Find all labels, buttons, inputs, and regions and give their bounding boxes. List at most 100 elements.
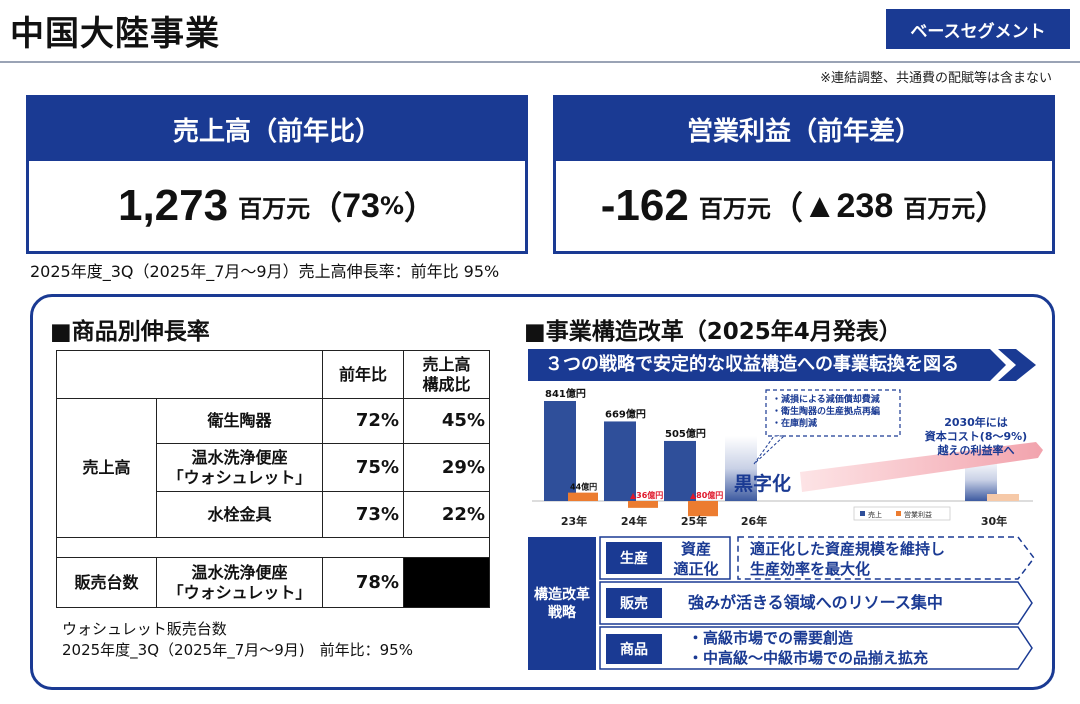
sales-bar-label: 669億円 (605, 407, 646, 420)
page-title: 中国大陸事業 (10, 14, 220, 54)
table-row: 販売台数 温水洗浄便座 「ウォシュレット」 78% (56, 557, 490, 608)
profit-bar (628, 501, 658, 508)
legend-sales-swatch (860, 511, 865, 516)
col-header-composition-line2: 構成比 (422, 374, 471, 394)
profit-bar-30-projection (987, 494, 1019, 501)
sales-kpi-heading: 売上高（前年比） (29, 98, 525, 161)
sales-paren-open: （ (310, 189, 343, 227)
banner-chevron-icon (998, 349, 1036, 381)
sales-kpi-card: 売上高（前年比） 1,273 百万元 （ 73 % ） (26, 95, 528, 254)
production-text-line2: 生産効率を最大化 (750, 560, 871, 578)
profit-bar-label: ▲36億円 (630, 490, 663, 500)
row-group-units: 販売台数 (56, 557, 157, 608)
growth-section-title: ■商品別伸長率 (50, 319, 210, 345)
sales-strategy-arrow (599, 581, 1033, 625)
product-yoy: 72% (322, 398, 404, 444)
profit-kpi-card: 営業利益（前年差） -162 百万元 （ ▲238 百万元 ） (553, 95, 1055, 254)
target-text: 2030年には (944, 415, 1008, 429)
table-header-row: 前年比 売上高 構成比 (56, 350, 490, 399)
table-spacer-row (56, 537, 490, 558)
banner-arrow-shape (528, 349, 1006, 381)
growth-table: 前年比 売上高 構成比 売上高 衛生陶器 72% 45% 温水洗浄便座 「ウォシ… (56, 350, 490, 608)
product-yoy: 73% (322, 491, 404, 538)
callout-line: ・衛生陶器の生産拠点再編 (772, 405, 880, 417)
product-name: 温水洗浄便座 「ウォシュレット」 (156, 443, 323, 492)
callout-line: ・在庫削減 (772, 417, 817, 429)
lower-panel (30, 294, 1055, 690)
x-tick-label: 30年 (981, 514, 1007, 528)
sales-bar (544, 401, 576, 501)
strategy-banner-text: ３つの戦略で安定的な収益構造への事業転換を図る (545, 354, 959, 375)
legend-profit-swatch (896, 511, 901, 516)
reform-section-title: ■事業構造改革（2025年4月発表） (524, 319, 902, 345)
product-name: 衛生陶器 (156, 398, 323, 444)
x-tick-label: 25年 (681, 514, 707, 528)
table-row: 温水洗浄便座 「ウォシュレット」 75% 29% (57, 443, 490, 492)
strategy-label-line2: 戦略 (548, 604, 576, 621)
product-name-line1: 温水洗浄便座 (191, 447, 288, 467)
sales-kpi-body: 1,273 百万元 （ 73 % ） (29, 161, 525, 251)
chart-legend (853, 506, 951, 521)
target-text: 越えの利益率へ (937, 443, 1015, 457)
sales-value: 1,273 (117, 181, 229, 230)
product-name-line2: 「ウォシュレット」 (167, 582, 312, 602)
sales-yoy-sign: % (379, 192, 404, 220)
sales-strategy-text: 強みが活きる領域へのリソース集中 (688, 593, 943, 612)
sales-growth-note: 2025年度_3Q（2025年_7月～9月）売上高伸長率：前年比 95% (30, 262, 500, 281)
kuroji-label: 黒字化 (734, 472, 791, 495)
callout-pointer (753, 435, 786, 465)
profit-bar (568, 492, 598, 501)
table-header-blank (56, 350, 323, 399)
table-row: 売上高 衛生陶器 72% 45% (56, 398, 490, 538)
col-header-composition: 売上高 構成比 (403, 350, 490, 399)
units-yoy: 78% (322, 557, 404, 608)
sales-yoy-value: 73 (342, 186, 380, 225)
strategy-label: 構造改革 戦略 (528, 537, 596, 670)
col-header-composition-line1: 売上高 (422, 354, 471, 374)
scope-note: ※連結調整、共通費の配賦等は含まない (820, 71, 1052, 86)
profit-diff-value: ▲238 (802, 186, 894, 225)
strategy-tag-production: 生産 (606, 542, 662, 574)
legend-profit-label: 営業利益 (904, 510, 932, 519)
bar-26-projection (725, 436, 757, 501)
production-text: 適正化した資産規模を維持し 生産効率を最大化 (750, 539, 945, 579)
product-strategy-arrow (599, 626, 1033, 670)
product-name-line2: 「ウォシュレット」 (167, 467, 312, 487)
strategy-banner (528, 349, 1036, 381)
profit-diff-unit: 百万元 (903, 194, 976, 223)
strategy-tag-sales: 販売 (606, 588, 662, 618)
growth-trend-arrow (800, 442, 1043, 492)
x-tick-label: 24年 (621, 514, 647, 528)
profit-value: -162 (600, 181, 689, 230)
product-composition: 22% (403, 491, 490, 538)
table-spacer (56, 537, 490, 558)
sales-bar-label: 505億円 (665, 427, 706, 440)
production-arrow (737, 536, 1035, 580)
sales-paren-close: ） (403, 189, 436, 227)
product-strategy-line2: ・中高級～中級市場での品揃え拡充 (688, 649, 929, 667)
profit-paren-open: （ (770, 189, 803, 227)
profit-bar-label: ▲80億円 (690, 490, 723, 500)
business-chart: 841億円 44億円 669億円 ▲36億円 505億円 ▲80億円 ・減損による減価償却… (532, 387, 1043, 528)
redacted-cell (403, 557, 490, 608)
profit-bar-label: 44億円 (570, 482, 597, 492)
product-strategy-text: ・高級市場での需要創造 ・中高級～中級市場での品揃え拡充 (688, 628, 928, 668)
production-sub-line1: 資産 (680, 540, 711, 558)
x-tick-label: 23年 (561, 514, 587, 528)
profit-bar (688, 501, 718, 517)
production-text-line1: 適正化した資産規模を維持し (750, 540, 946, 558)
production-sub: 資産 適正化 (668, 539, 724, 579)
sales-bar (664, 440, 696, 501)
washlet-note-line2: 2025年度_3Q（2025年_7月～9月) 前年比：95% (62, 641, 413, 659)
segment-badge: ベースセグメント (886, 9, 1070, 49)
profit-paren-close: ） (975, 189, 1008, 227)
table-row: 水栓金具 73% 22% (57, 491, 490, 538)
strategy-shapes (599, 536, 1035, 670)
washlet-note-line1: ウォシュレット販売台数 (62, 620, 227, 638)
header-divider (0, 61, 1080, 63)
sales-unit: 百万元 (238, 194, 311, 223)
product-name-line1: 温水洗浄便座 (191, 562, 288, 582)
sales-bar (604, 421, 636, 501)
profit-unit: 百万元 (698, 194, 771, 223)
sales-bar-label: 841億円 (545, 387, 586, 400)
